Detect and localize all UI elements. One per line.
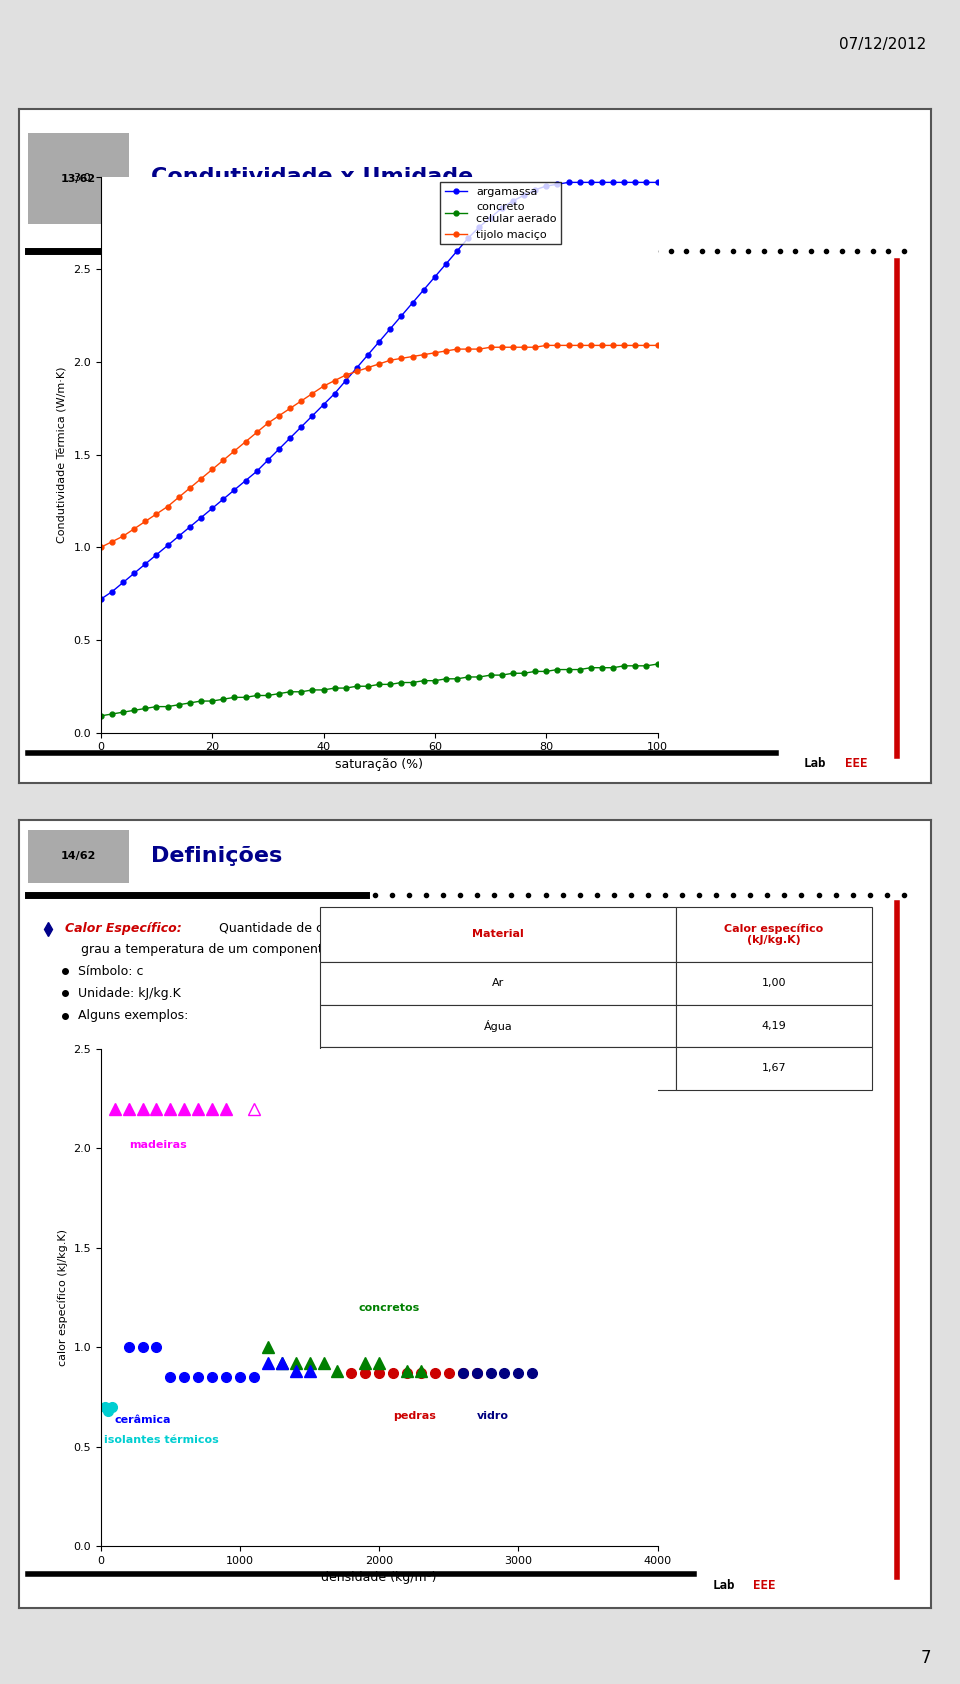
Bar [320,1047,676,1090]
concreto
celular aerado [640,655,652,675]
Y-axis label: calor específico (kJ/kg.K): calor específico (kJ/kg.K) [58,1229,68,1366]
Bar [29,133,129,224]
tijolo maciço [540,335,552,355]
concreto
celular aerado [95,706,107,726]
Text: pedras: pedras [394,1411,436,1421]
tijolo maciço [640,335,652,355]
argamassa [640,172,652,192]
X-axis label: densidade (kg/m³): densidade (kg/m³) [322,1571,437,1585]
argamassa [652,172,663,192]
Text: 14/62: 14/62 [60,852,96,861]
Legend: argamassa, concreto
celular aerado, tijolo maciço: argamassa, concreto celular aerado, tijo… [441,182,561,244]
tijolo maciço [274,406,285,426]
Text: concretos: concretos [358,1303,420,1314]
concreto
celular aerado [463,667,474,687]
Bar [320,962,676,1005]
argamassa [496,199,508,219]
Text: 07/12/2012: 07/12/2012 [839,37,926,52]
Bar [676,1047,872,1090]
concreto
celular aerado [274,684,285,704]
Bar [29,830,129,882]
Text: Alguns exemplos:: Alguns exemplos: [79,1009,189,1022]
Text: Calor Específico:: Calor Específico: [64,923,181,935]
Text: Água: Água [484,1021,513,1032]
argamassa [218,488,229,509]
concreto
celular aerado [652,653,663,674]
Text: isolantes térmicos: isolantes térmicos [104,1435,218,1445]
argamassa [95,589,107,610]
argamassa [563,172,574,192]
tijolo maciço [652,335,663,355]
concreto
celular aerado [262,685,274,706]
Bar [676,1005,872,1047]
argamassa [262,450,274,470]
Text: Ar: Ar [492,978,504,989]
Text: Condutividade x Umidade: Condutividade x Umidade [152,167,473,187]
Line: tijolo maciço: tijolo maciço [98,344,660,549]
Text: 1,67: 1,67 [761,1063,786,1073]
Text: 4,19: 4,19 [761,1021,786,1031]
Text: cerâmica: cerâmica [115,1415,171,1425]
Line: argamassa: argamassa [98,180,660,601]
tijolo maciço [496,337,508,357]
Text: Unidade: kJ/kg.K: Unidade: kJ/kg.K [79,987,181,1000]
Text: Lab: Lab [804,756,826,770]
argamassa [274,440,285,460]
Bar [320,1005,676,1047]
concreto
celular aerado [496,665,508,685]
Text: madeiras: madeiras [129,1140,186,1150]
Y-axis label: Condutividade Térmica (W/m·K): Condutividade Térmica (W/m·K) [58,367,68,542]
Bar [676,962,872,1005]
tijolo maciço [262,413,274,433]
Text: 7: 7 [921,1649,931,1667]
tijolo maciço [95,537,107,557]
Text: EEE: EEE [754,1580,776,1593]
Text: Definições: Definições [152,845,282,866]
Text: grau a temperatura de um componente, por unidade de massa: grau a temperatura de um componente, por… [82,943,478,957]
Text: 13/62: 13/62 [60,173,96,184]
Text: EEE: EEE [845,756,867,770]
Bar [320,906,676,962]
Bar [676,906,872,962]
Text: Material: Material [472,930,524,940]
Line: concreto
celular aerado: concreto celular aerado [98,662,660,719]
Text: Poliuretano extrudado: Poliuretano extrudado [436,1063,560,1073]
tijolo maciço [218,450,229,470]
Text: Quantidade de calor necessária para elevar em um: Quantidade de calor necessária para elev… [215,923,542,935]
Text: vidro: vidro [476,1411,509,1421]
Text: 1,00: 1,00 [761,978,786,989]
tijolo maciço [463,338,474,359]
concreto
celular aerado [218,689,229,709]
Text: Lab: Lab [712,1580,734,1593]
Text: Símbolo: c: Símbolo: c [79,965,144,978]
X-axis label: saturação (%): saturação (%) [335,758,423,771]
argamassa [463,227,474,248]
Text: Calor específico
(kJ/kg.K): Calor específico (kJ/kg.K) [724,923,824,945]
